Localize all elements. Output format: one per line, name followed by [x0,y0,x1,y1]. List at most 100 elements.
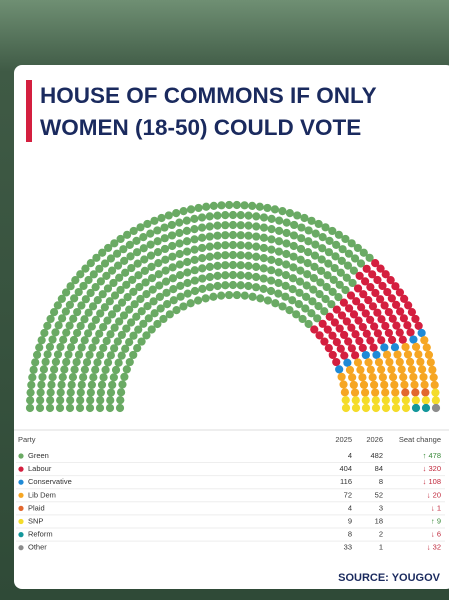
seat-dot [244,231,253,240]
seat-dot [274,257,283,267]
seat-dot [132,312,141,321]
seat-dot [161,255,170,264]
seat-dot [380,301,389,310]
seat-dot [130,300,139,309]
seat-dot [62,328,71,337]
seat-dot [98,248,107,257]
seat-dot [68,373,78,382]
seat-dot [100,303,109,312]
seat-dot [81,295,90,304]
seat-dot [384,307,393,317]
seat-dot [421,396,430,405]
seat-dot [182,226,191,236]
seat-dot [106,330,115,339]
seat-dot [336,268,345,277]
seat-dot [190,214,199,224]
seat-dot [310,262,319,271]
seat-dot [267,245,276,254]
seat-dot [213,241,222,250]
seat-dot [328,287,337,297]
seat-dot [168,241,177,251]
seat-dot [105,403,115,413]
seat-dot [297,223,306,232]
seat-dot [175,249,184,259]
seat-dot [297,234,306,243]
seat-dot [267,225,276,234]
seat-dot [309,274,319,283]
seat-dot [116,285,125,295]
seat-dot [66,282,75,291]
seat-dot [172,306,181,315]
seat-dot [384,328,393,338]
seat-dot [175,218,184,227]
seat-dot [140,266,149,275]
seat-dot [103,316,112,325]
seat-dot [201,294,210,303]
seat-dot [282,239,291,248]
seat-dot [278,207,287,216]
seat-dot [244,221,253,230]
seat-dot [168,274,178,283]
seat-dot [99,373,108,382]
seat-dot [365,253,374,262]
seat-dot [133,344,142,353]
seat-dot [397,365,406,374]
seat-dot [282,260,291,269]
seat-dot [324,259,333,268]
seat-dot [95,403,105,413]
seat-dot [374,358,384,367]
seat-dot [307,216,316,225]
seat-dot [120,372,129,381]
card [14,65,449,589]
seat-dot [46,314,55,324]
seat-dot [54,321,63,330]
party-name: Other [28,543,47,552]
seat-dot [368,270,377,279]
seat-dot [125,337,134,347]
seat-dot [401,403,411,413]
seat-dot [101,365,110,374]
seat-dot [274,237,284,246]
seat-dot [421,388,430,397]
seat-dot [342,273,351,282]
seat-dot [137,337,146,346]
seat-dot [153,226,162,235]
seat-change: ↓ 20 [427,490,441,499]
seat-dot [86,259,95,268]
seat-dot [244,251,253,260]
party-name: Plaid [28,503,45,512]
seat-dot [332,337,341,347]
seat-dot [337,256,346,265]
seat-dot [197,223,207,232]
seat-dot [407,365,416,374]
seat-dot [370,322,379,331]
seat-dot [135,282,144,292]
seat-dot [296,266,305,275]
seat-dot [366,315,375,324]
seat-dot [309,285,318,294]
seat-dot [172,209,181,218]
seat-dot [315,290,324,299]
seat-dot [121,344,130,353]
seat-dot [74,350,84,359]
seat-dot [380,343,389,352]
seat-dot [150,216,159,225]
seat-dot [411,396,420,405]
seat-dot [373,308,382,317]
seat-dot [73,307,82,317]
seat-dot [311,240,320,249]
seat-dot [274,247,284,256]
seat-dot [194,203,203,213]
seat-dot [86,288,95,298]
seat-dot [275,216,284,225]
seat-dot [372,350,381,359]
seat-dot [419,372,428,382]
seat-dot [27,380,36,390]
seat-dot [38,372,47,382]
seat-dot [347,239,356,248]
seat-dot [121,268,130,277]
seat-dot [96,309,105,318]
seat-dot [240,291,249,300]
seat-dot [155,281,164,290]
